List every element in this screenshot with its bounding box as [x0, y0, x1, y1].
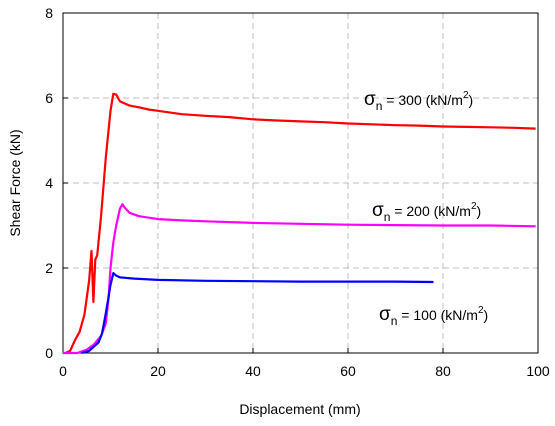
x-tick-label: 80 — [435, 363, 451, 379]
y-axis-label: Shear Force (kN) — [7, 129, 23, 236]
series-annotation: σn = 300 (kN/m2) — [364, 89, 473, 113]
x-tick-label: 40 — [245, 363, 261, 379]
y-tick-label: 8 — [45, 5, 53, 21]
series-annotation: σn = 100 (kN/m2) — [379, 304, 488, 328]
x-tick-label: 20 — [150, 363, 166, 379]
y-tick-label: 6 — [45, 90, 53, 106]
x-tick-label: 60 — [340, 363, 356, 379]
data-lines — [63, 92, 536, 355]
x-tick-label: 0 — [59, 363, 67, 379]
series-annotations: σn = 300 (kN/m2) σn = 200 (kN/m2) σn = 100… — [364, 89, 488, 328]
x-axis-label: Displacement (mm) — [239, 401, 360, 417]
grid-lines — [63, 13, 538, 353]
series-line-100 — [81, 272, 434, 355]
y-tick-label: 0 — [45, 345, 53, 361]
y-tick-label: 2 — [45, 260, 53, 276]
y-tick-label: 4 — [45, 175, 53, 191]
axis-ticks: 0 20 40 60 80 100 0 2 4 6 8 — [45, 5, 550, 379]
series-annotation: σn = 200 (kN/m2) — [372, 200, 481, 224]
series-line-300 — [64, 92, 536, 355]
x-tick-label: 100 — [526, 363, 550, 379]
